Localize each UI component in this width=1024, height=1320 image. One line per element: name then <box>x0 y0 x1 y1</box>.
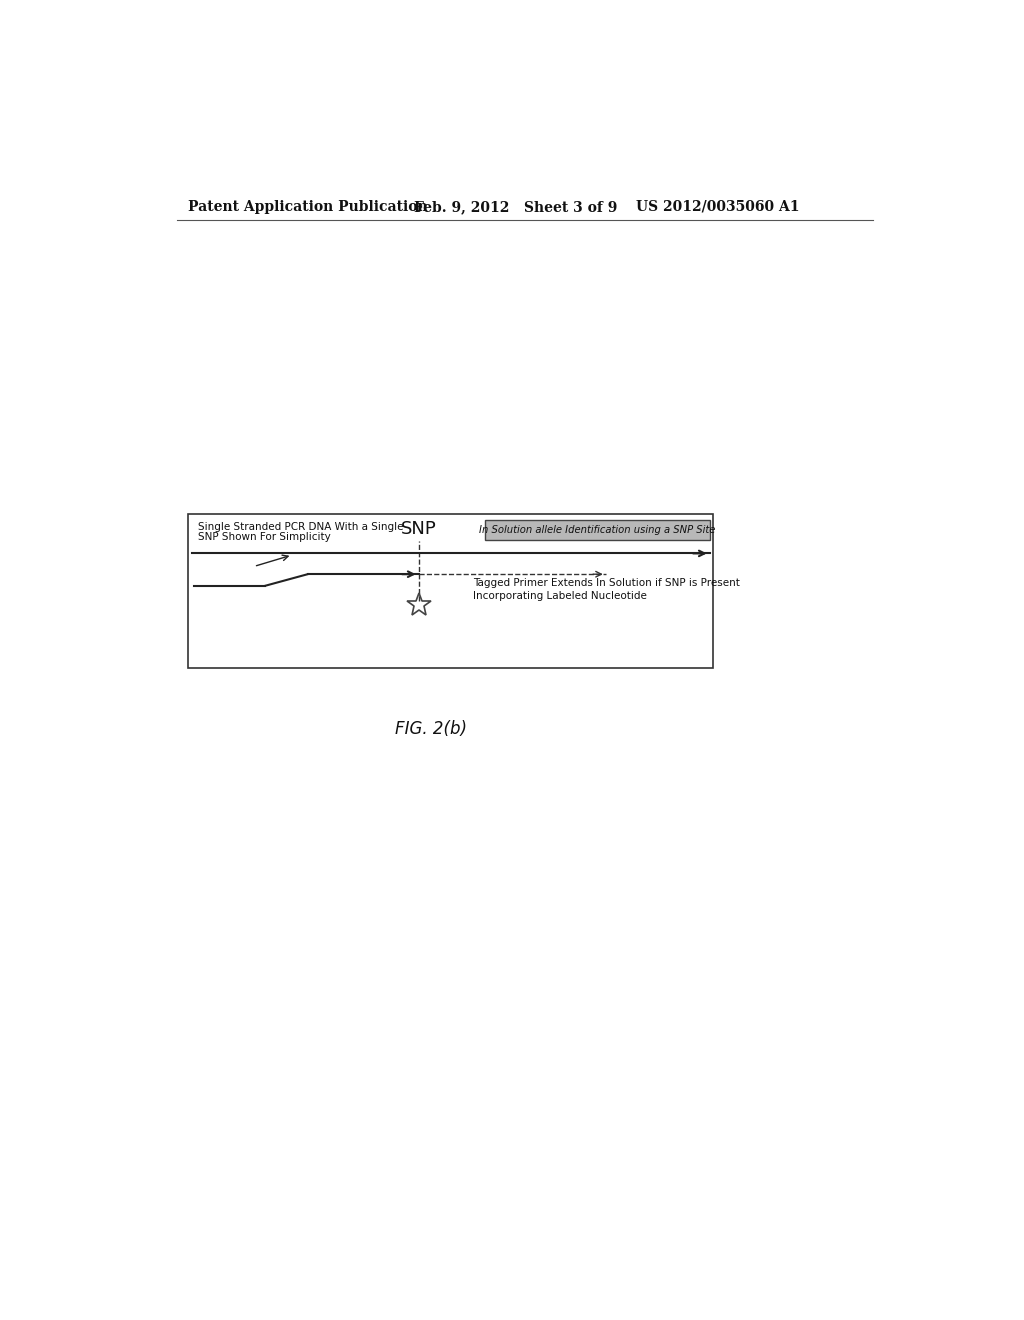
Text: Tagged Primer Extends In Solution if SNP is Present
Incorporating Labeled Nucleo: Tagged Primer Extends In Solution if SNP… <box>473 578 740 601</box>
Text: Single Stranded PCR DNA With a Single: Single Stranded PCR DNA With a Single <box>199 521 403 532</box>
Text: Patent Application Publication: Patent Application Publication <box>188 199 428 214</box>
Bar <box>188 515 714 668</box>
Bar <box>484 520 710 540</box>
Text: US 2012/0035060 A1: US 2012/0035060 A1 <box>637 199 800 214</box>
Text: SNP: SNP <box>400 520 436 539</box>
Text: FIG. 2(b): FIG. 2(b) <box>395 719 467 738</box>
Text: In Solution allele Identification using a SNP Site: In Solution allele Identification using … <box>479 524 716 535</box>
Text: Feb. 9, 2012   Sheet 3 of 9: Feb. 9, 2012 Sheet 3 of 9 <box>414 199 617 214</box>
Text: SNP Shown For Simplicity: SNP Shown For Simplicity <box>199 532 331 541</box>
